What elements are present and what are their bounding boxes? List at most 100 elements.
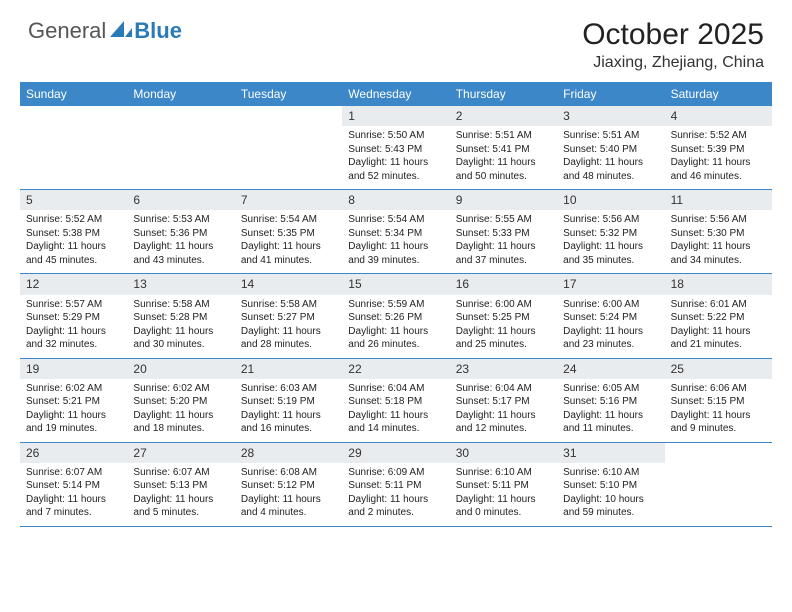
sunset-line: Sunset: 5:22 PM bbox=[671, 311, 766, 325]
daylight-line: Daylight: 11 hours and 7 minutes. bbox=[26, 493, 121, 520]
sunrise-line: Sunrise: 5:51 AM bbox=[563, 129, 658, 143]
sunset-line: Sunset: 5:10 PM bbox=[563, 479, 658, 493]
day-body: Sunrise: 5:52 AMSunset: 5:39 PMDaylight:… bbox=[665, 126, 772, 189]
day-cell: 23Sunrise: 6:04 AMSunset: 5:17 PMDayligh… bbox=[450, 359, 557, 442]
day-cell: 2Sunrise: 5:51 AMSunset: 5:41 PMDaylight… bbox=[450, 106, 557, 189]
sunset-line: Sunset: 5:39 PM bbox=[671, 143, 766, 157]
daylight-line: Daylight: 11 hours and 5 minutes. bbox=[133, 493, 228, 520]
logo: General Blue bbox=[28, 18, 182, 44]
day-cell: 1Sunrise: 5:50 AMSunset: 5:43 PMDaylight… bbox=[342, 106, 449, 189]
week-row: 5Sunrise: 5:52 AMSunset: 5:38 PMDaylight… bbox=[20, 190, 772, 274]
daylight-line: Daylight: 11 hours and 21 minutes. bbox=[671, 325, 766, 352]
day-cell: 17Sunrise: 6:00 AMSunset: 5:24 PMDayligh… bbox=[557, 274, 664, 357]
sunset-line: Sunset: 5:36 PM bbox=[133, 227, 228, 241]
header: General Blue October 2025 Jiaxing, Zheji… bbox=[0, 0, 792, 76]
day-body: Sunrise: 6:04 AMSunset: 5:17 PMDaylight:… bbox=[450, 379, 557, 442]
day-header-cell: Wednesday bbox=[342, 82, 449, 106]
day-number: 31 bbox=[557, 443, 664, 463]
sunrise-line: Sunrise: 5:58 AM bbox=[241, 298, 336, 312]
day-body: Sunrise: 5:55 AMSunset: 5:33 PMDaylight:… bbox=[450, 210, 557, 273]
daylight-line: Daylight: 11 hours and 16 minutes. bbox=[241, 409, 336, 436]
day-cell: 5Sunrise: 5:52 AMSunset: 5:38 PMDaylight… bbox=[20, 190, 127, 273]
day-header-cell: Thursday bbox=[450, 82, 557, 106]
day-cell: 16Sunrise: 6:00 AMSunset: 5:25 PMDayligh… bbox=[450, 274, 557, 357]
daylight-line: Daylight: 11 hours and 41 minutes. bbox=[241, 240, 336, 267]
sunrise-line: Sunrise: 5:52 AM bbox=[26, 213, 121, 227]
day-cell bbox=[20, 106, 127, 189]
day-body: Sunrise: 5:59 AMSunset: 5:26 PMDaylight:… bbox=[342, 295, 449, 358]
sunrise-line: Sunrise: 5:50 AM bbox=[348, 129, 443, 143]
sunset-line: Sunset: 5:13 PM bbox=[133, 479, 228, 493]
day-number: 22 bbox=[342, 359, 449, 379]
day-body: Sunrise: 6:10 AMSunset: 5:11 PMDaylight:… bbox=[450, 463, 557, 526]
sunrise-line: Sunrise: 6:07 AM bbox=[133, 466, 228, 480]
day-cell: 21Sunrise: 6:03 AMSunset: 5:19 PMDayligh… bbox=[235, 359, 342, 442]
day-number: 27 bbox=[127, 443, 234, 463]
day-body: Sunrise: 6:00 AMSunset: 5:24 PMDaylight:… bbox=[557, 295, 664, 358]
day-body: Sunrise: 6:04 AMSunset: 5:18 PMDaylight:… bbox=[342, 379, 449, 442]
daylight-line: Daylight: 11 hours and 9 minutes. bbox=[671, 409, 766, 436]
sunrise-line: Sunrise: 5:51 AM bbox=[456, 129, 551, 143]
day-cell: 24Sunrise: 6:05 AMSunset: 5:16 PMDayligh… bbox=[557, 359, 664, 442]
sunset-line: Sunset: 5:26 PM bbox=[348, 311, 443, 325]
day-body: Sunrise: 5:57 AMSunset: 5:29 PMDaylight:… bbox=[20, 295, 127, 358]
sunset-line: Sunset: 5:11 PM bbox=[348, 479, 443, 493]
day-body: Sunrise: 6:08 AMSunset: 5:12 PMDaylight:… bbox=[235, 463, 342, 526]
page-title: October 2025 bbox=[582, 18, 764, 52]
sunset-line: Sunset: 5:21 PM bbox=[26, 395, 121, 409]
logo-text-general: General bbox=[28, 18, 106, 44]
day-cell: 28Sunrise: 6:08 AMSunset: 5:12 PMDayligh… bbox=[235, 443, 342, 526]
daylight-line: Daylight: 11 hours and 0 minutes. bbox=[456, 493, 551, 520]
day-body: Sunrise: 6:05 AMSunset: 5:16 PMDaylight:… bbox=[557, 379, 664, 442]
sunset-line: Sunset: 5:41 PM bbox=[456, 143, 551, 157]
day-number bbox=[127, 106, 234, 126]
day-cell: 25Sunrise: 6:06 AMSunset: 5:15 PMDayligh… bbox=[665, 359, 772, 442]
day-header-cell: Saturday bbox=[665, 82, 772, 106]
sunrise-line: Sunrise: 5:53 AM bbox=[133, 213, 228, 227]
daylight-line: Daylight: 11 hours and 32 minutes. bbox=[26, 325, 121, 352]
sunrise-line: Sunrise: 6:04 AM bbox=[348, 382, 443, 396]
day-number: 5 bbox=[20, 190, 127, 210]
day-number: 3 bbox=[557, 106, 664, 126]
day-body: Sunrise: 6:03 AMSunset: 5:19 PMDaylight:… bbox=[235, 379, 342, 442]
day-body: Sunrise: 5:51 AMSunset: 5:40 PMDaylight:… bbox=[557, 126, 664, 189]
day-number: 28 bbox=[235, 443, 342, 463]
day-body: Sunrise: 5:54 AMSunset: 5:35 PMDaylight:… bbox=[235, 210, 342, 273]
daylight-line: Daylight: 11 hours and 25 minutes. bbox=[456, 325, 551, 352]
day-body: Sunrise: 5:50 AMSunset: 5:43 PMDaylight:… bbox=[342, 126, 449, 189]
day-header-cell: Tuesday bbox=[235, 82, 342, 106]
day-number: 30 bbox=[450, 443, 557, 463]
sunrise-line: Sunrise: 6:00 AM bbox=[456, 298, 551, 312]
week-row: 19Sunrise: 6:02 AMSunset: 5:21 PMDayligh… bbox=[20, 359, 772, 443]
daylight-line: Daylight: 11 hours and 50 minutes. bbox=[456, 156, 551, 183]
day-number: 25 bbox=[665, 359, 772, 379]
day-body: Sunrise: 5:52 AMSunset: 5:38 PMDaylight:… bbox=[20, 210, 127, 273]
day-cell: 11Sunrise: 5:56 AMSunset: 5:30 PMDayligh… bbox=[665, 190, 772, 273]
daylight-line: Daylight: 11 hours and 28 minutes. bbox=[241, 325, 336, 352]
day-number: 23 bbox=[450, 359, 557, 379]
day-body: Sunrise: 5:58 AMSunset: 5:27 PMDaylight:… bbox=[235, 295, 342, 358]
sunset-line: Sunset: 5:20 PM bbox=[133, 395, 228, 409]
daylight-line: Daylight: 11 hours and 26 minutes. bbox=[348, 325, 443, 352]
sunset-line: Sunset: 5:28 PM bbox=[133, 311, 228, 325]
day-cell: 15Sunrise: 5:59 AMSunset: 5:26 PMDayligh… bbox=[342, 274, 449, 357]
day-body: Sunrise: 6:09 AMSunset: 5:11 PMDaylight:… bbox=[342, 463, 449, 526]
sunrise-line: Sunrise: 5:57 AM bbox=[26, 298, 121, 312]
day-number: 14 bbox=[235, 274, 342, 294]
daylight-line: Daylight: 11 hours and 48 minutes. bbox=[563, 156, 658, 183]
sunset-line: Sunset: 5:24 PM bbox=[563, 311, 658, 325]
daylight-line: Daylight: 11 hours and 35 minutes. bbox=[563, 240, 658, 267]
daylight-line: Daylight: 11 hours and 30 minutes. bbox=[133, 325, 228, 352]
daylight-line: Daylight: 11 hours and 4 minutes. bbox=[241, 493, 336, 520]
sunrise-line: Sunrise: 6:00 AM bbox=[563, 298, 658, 312]
day-number: 1 bbox=[342, 106, 449, 126]
daylight-line: Daylight: 11 hours and 45 minutes. bbox=[26, 240, 121, 267]
day-body: Sunrise: 6:01 AMSunset: 5:22 PMDaylight:… bbox=[665, 295, 772, 358]
day-number: 15 bbox=[342, 274, 449, 294]
day-number: 13 bbox=[127, 274, 234, 294]
day-body: Sunrise: 5:56 AMSunset: 5:32 PMDaylight:… bbox=[557, 210, 664, 273]
week-row: 26Sunrise: 6:07 AMSunset: 5:14 PMDayligh… bbox=[20, 443, 772, 527]
sunset-line: Sunset: 5:18 PM bbox=[348, 395, 443, 409]
day-number: 11 bbox=[665, 190, 772, 210]
sunrise-line: Sunrise: 6:10 AM bbox=[563, 466, 658, 480]
